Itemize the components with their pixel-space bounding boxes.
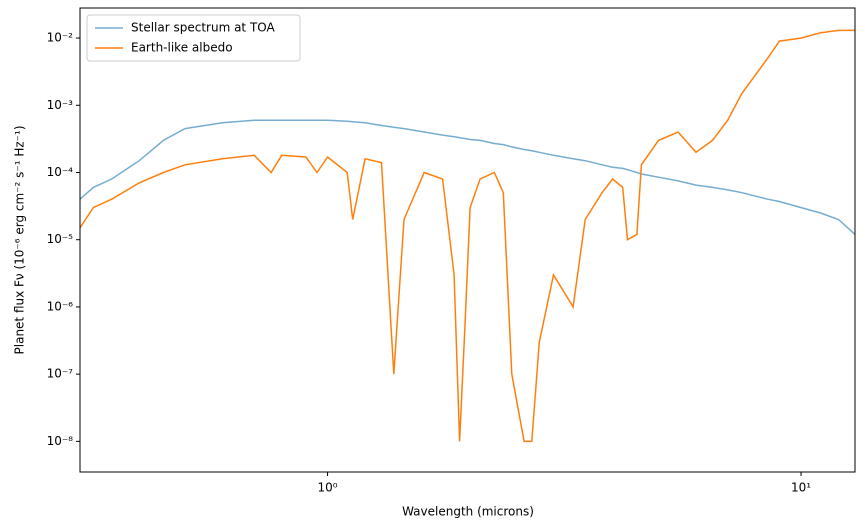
x-tick-label: 10¹ [791,481,811,495]
legend-box [86,14,301,62]
y-axis-label: Planet flux Fν (10⁻⁶ erg cm⁻² s⁻¹ Hz⁻¹) [13,126,27,355]
plot-frame [79,7,856,473]
x-tick-label: 10⁰ [318,481,338,495]
x-axis-label: Wavelength (microns) [402,505,534,519]
legend-label: Stellar spectrum at TOA [131,21,276,35]
y-tick-label: 10⁻⁵ [47,232,74,246]
series-line [80,29,855,443]
y-tick-label: 10⁻⁸ [47,434,74,448]
y-tick-label: 10⁻³ [47,98,74,112]
y-tick-label: 10⁻² [47,31,74,45]
y-tick-label: 10⁻⁴ [47,165,74,179]
series-line [80,119,855,235]
legend-label: Earth-like albedo [131,41,233,55]
y-tick-label: 10⁻⁶ [47,299,74,313]
y-tick-label: 10⁻⁷ [47,367,74,381]
